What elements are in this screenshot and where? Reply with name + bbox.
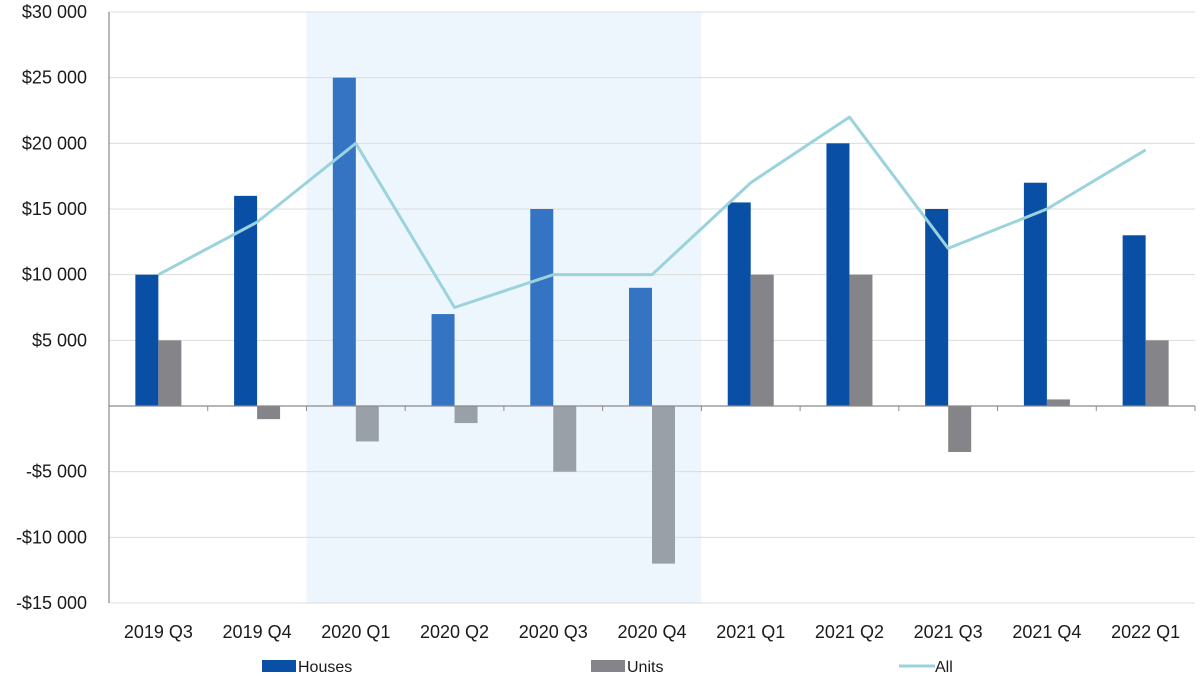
y-tick-label: $10 000 <box>22 265 87 285</box>
y-tick-label: $5 000 <box>32 330 87 350</box>
legend-label-units: Units <box>627 659 663 676</box>
x-tick-label: 2019 Q3 <box>124 622 193 642</box>
bar-houses <box>1122 235 1146 406</box>
y-tick-label: $25 000 <box>22 68 87 88</box>
legend-swatch-units <box>591 660 625 672</box>
x-tick-label: 2020 Q2 <box>420 622 489 642</box>
x-tick-label: 2020 Q3 <box>519 622 588 642</box>
x-tick-label: 2019 Q4 <box>223 622 292 642</box>
legend-label-houses: Houses <box>298 659 352 676</box>
bar-houses <box>727 202 751 406</box>
x-tick-label: 2021 Q4 <box>1012 622 1081 642</box>
bar-units <box>257 406 281 420</box>
y-tick-label: $15 000 <box>22 199 87 219</box>
bar-units <box>948 406 972 452</box>
bars-layer <box>135 77 1169 564</box>
y-tick-label: -$15 000 <box>16 593 87 613</box>
bar-houses <box>530 209 554 406</box>
y-tick-label: -$5 000 <box>26 462 87 482</box>
line-layer <box>157 115 1147 309</box>
bar-houses <box>629 287 652 406</box>
y-tick-label: $30 000 <box>22 2 87 22</box>
axis-layer <box>108 12 1196 603</box>
bar-houses <box>1023 182 1047 406</box>
legend-label-all: All <box>935 659 953 676</box>
bar-units <box>750 274 774 406</box>
bar-units <box>553 406 577 472</box>
x-tick-label: 2022 Q1 <box>1111 622 1180 642</box>
bar-units <box>1145 340 1169 406</box>
bar-units <box>1046 399 1070 406</box>
bar-houses <box>135 274 159 406</box>
bar-houses <box>431 314 455 406</box>
bar-units <box>355 406 379 442</box>
x-tick-label: 2021 Q2 <box>815 622 884 642</box>
bar-houses <box>234 195 258 406</box>
labels-layer: $30 000 $25 000 $20 000 $15 000 $10 000 $5 00… <box>16 2 1180 642</box>
bar-units <box>454 406 478 424</box>
bar-units <box>849 274 873 406</box>
bar-units <box>158 340 182 406</box>
bar-houses <box>332 77 356 407</box>
x-tick-label: 2020 Q4 <box>617 622 686 642</box>
x-tick-label: 2020 Q1 <box>321 622 390 642</box>
y-tick-label: $20 000 <box>22 133 87 153</box>
legend-layer: Houses Units All <box>262 659 953 676</box>
x-tick-label: 2021 Q1 <box>716 622 785 642</box>
y-tick-label: -$10 000 <box>16 527 87 547</box>
legend-swatch-houses <box>262 660 296 672</box>
bar-units <box>652 406 675 564</box>
bar-houses <box>826 143 850 407</box>
line-all <box>157 115 1147 309</box>
x-tick-label: 2021 Q3 <box>914 622 983 642</box>
bar-houses <box>925 209 949 406</box>
